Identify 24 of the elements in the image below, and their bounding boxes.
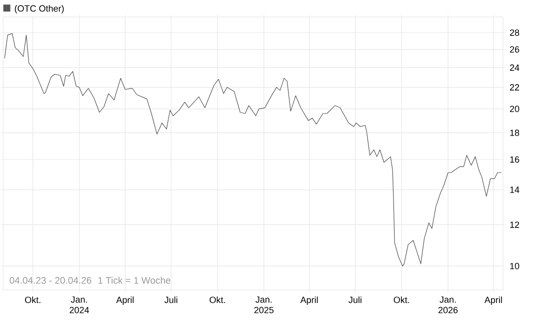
y-tick-label: 14 xyxy=(510,186,520,193)
x-tick-label: Okt. xyxy=(25,296,40,304)
y-tick-label: 20 xyxy=(510,106,520,112)
x-tick-label: April xyxy=(300,296,318,305)
x-tick-label: April xyxy=(484,296,502,305)
x-tick-label: Okt. xyxy=(210,296,225,304)
x-tick-label: Juli xyxy=(348,296,362,304)
y-tick-label: 16 xyxy=(510,156,520,163)
y-tick-label: 22 xyxy=(510,84,520,90)
x-tick-label: Okt. xyxy=(394,296,410,304)
annotation: 1 Tick = 1 Woche xyxy=(98,276,170,284)
x-tick-label: Jan. 2024 xyxy=(70,296,90,314)
y-tick-label: 26 xyxy=(510,46,520,53)
x-tick-label: Jan. 2025 xyxy=(254,296,274,314)
y-tick-label: 28 xyxy=(510,29,520,36)
y-tick-label: 24 xyxy=(510,64,520,71)
chart-title: (OTC Other) xyxy=(14,5,64,14)
x-tick-label: Juli xyxy=(164,296,178,304)
annotation: 04.04.23 - 20.04.26 xyxy=(10,277,92,284)
y-tick-label: 10 xyxy=(510,262,520,270)
x-tick-label: Jan. 2026 xyxy=(438,296,458,314)
y-tick-label: 18 xyxy=(510,130,520,136)
y-tick-label: 12 xyxy=(510,222,520,228)
x-tick-label: April xyxy=(116,296,134,305)
